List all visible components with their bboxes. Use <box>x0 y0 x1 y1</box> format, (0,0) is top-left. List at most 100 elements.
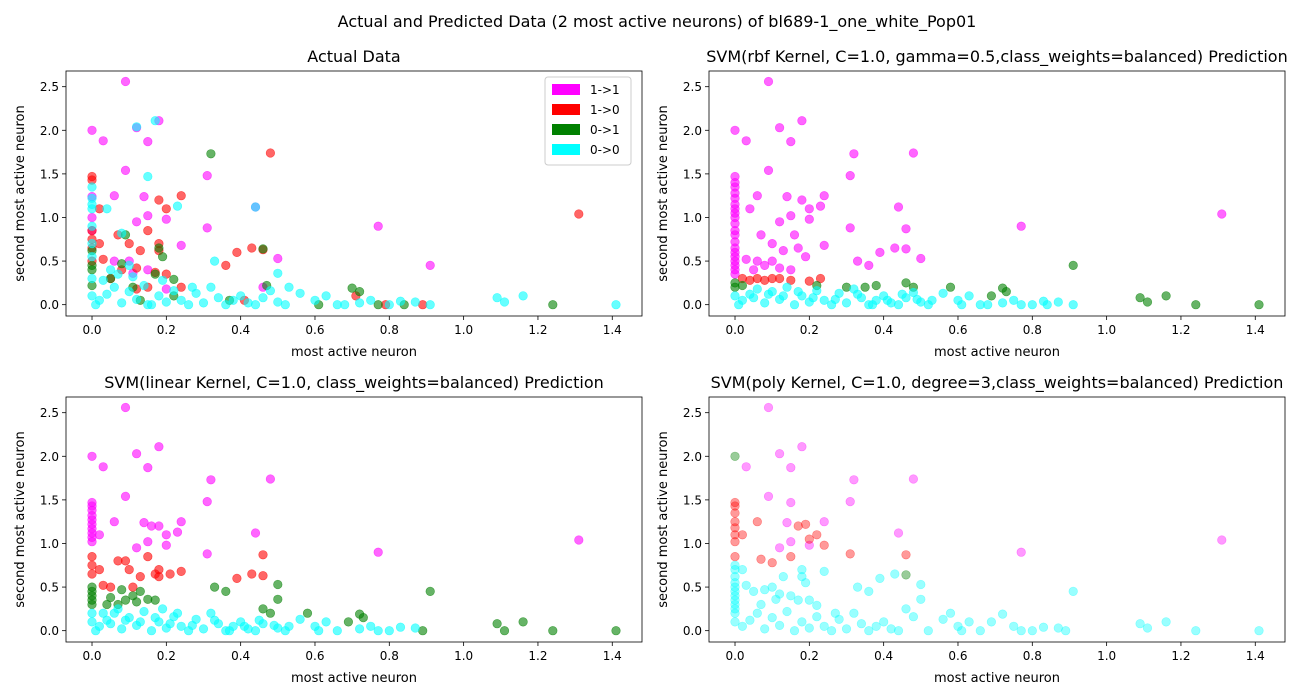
scatter-point <box>730 604 740 614</box>
scatter-point <box>611 626 621 636</box>
scatter-point <box>395 296 406 306</box>
y-tick-label: 0.5 <box>40 255 59 269</box>
scatter-point <box>105 265 116 275</box>
scatter-point <box>730 508 740 518</box>
scatter-point <box>882 295 893 305</box>
scatter-point <box>908 148 919 158</box>
scatter-point <box>826 626 837 636</box>
scatter-point <box>1217 209 1227 219</box>
scatter-point <box>295 288 305 298</box>
x-tick-label: 0.6 <box>948 323 967 337</box>
scatter-point <box>321 617 331 627</box>
scatter-point <box>161 530 171 540</box>
scatter-point <box>206 149 216 159</box>
x-tick-label: 1.2 <box>1171 649 1190 663</box>
scatter-point <box>786 137 796 147</box>
scatter-point <box>87 125 97 135</box>
scatter-point <box>912 294 922 305</box>
scatter-point <box>964 617 974 627</box>
scatter-point <box>232 247 242 257</box>
scatter-point <box>384 626 394 636</box>
legend-swatch <box>552 144 580 155</box>
plot-area <box>66 397 642 642</box>
scatter-point <box>908 612 919 622</box>
scatter-point <box>786 463 796 473</box>
scatter-point <box>105 592 116 603</box>
subplot-title: Actual Data <box>307 47 400 66</box>
scatter-point <box>1142 623 1153 633</box>
x-tick-label: 0.0 <box>82 323 101 337</box>
scatter-point <box>730 501 740 511</box>
scatter-point <box>87 265 97 275</box>
x-tick-label: 0.4 <box>231 649 250 663</box>
scatter-point <box>957 300 967 310</box>
scatter-point <box>879 617 889 627</box>
scatter-point <box>358 612 368 623</box>
scatter-point <box>187 282 197 292</box>
scatter-point <box>117 585 127 595</box>
x-axis-label: most active neuron <box>934 671 1060 686</box>
x-tick-label: 1.2 <box>1171 323 1190 337</box>
scatter-point <box>206 282 216 292</box>
scatter-point <box>321 291 331 301</box>
scatter-point <box>87 204 97 214</box>
scatter-point <box>778 571 788 582</box>
series-1->0 <box>87 550 268 592</box>
scatter-point <box>945 608 956 618</box>
scatter-point <box>373 626 383 636</box>
y-tick-label: 1.0 <box>40 211 59 225</box>
scatter-point <box>135 246 145 256</box>
scatter-point <box>295 614 305 624</box>
scatter-point <box>819 191 829 201</box>
scatter-point <box>548 300 558 310</box>
scatter-point <box>901 604 911 614</box>
scatter-point <box>94 564 104 575</box>
scatter-point <box>373 221 383 231</box>
scatter-point <box>782 282 792 292</box>
axes-frame <box>65 70 643 317</box>
scatter-point <box>87 608 97 618</box>
scatter-point <box>128 272 138 282</box>
scatter-point <box>213 293 223 303</box>
scatter-point <box>1042 300 1052 310</box>
scatter-point <box>172 527 183 537</box>
scatter-point <box>87 617 97 627</box>
scatter-point <box>198 298 209 308</box>
scatter-point <box>730 564 740 575</box>
scatter-point <box>120 76 131 87</box>
scatter-point <box>845 171 855 181</box>
scatter-point <box>986 291 997 301</box>
x-axis-label: most active neuron <box>934 345 1060 360</box>
scatter-point <box>258 293 268 303</box>
scatter-point <box>1161 291 1171 301</box>
scatter-point <box>310 295 320 305</box>
scatter-point <box>314 626 324 636</box>
y-tick-label: 1.5 <box>40 493 59 507</box>
scatter-point <box>176 282 186 292</box>
series-0->1 <box>87 579 621 636</box>
scatter-point <box>804 540 814 550</box>
x-tick-label: 1.2 <box>528 323 547 337</box>
scatter-point <box>845 497 855 507</box>
scatter-point <box>752 284 762 294</box>
scatter-point <box>774 217 785 227</box>
scatter-point <box>258 244 268 254</box>
scatter-point <box>154 243 164 253</box>
scatter-point <box>1217 535 1227 545</box>
scatter-point <box>964 291 974 301</box>
legend-box <box>544 76 632 166</box>
scatter-point <box>172 201 183 211</box>
x-tick-label: 0.2 <box>157 323 176 337</box>
scatter-point <box>730 586 740 597</box>
scatter-point <box>232 573 242 584</box>
scatter-point <box>176 566 186 577</box>
x-axis-label: most active neuron <box>291 345 417 360</box>
scatter-point <box>143 226 153 236</box>
scatter-point <box>893 202 904 212</box>
scatter-point <box>730 523 740 533</box>
scatter-point <box>146 521 157 531</box>
x-tick-label: 1.4 <box>1246 323 1265 337</box>
scatter-point <box>150 612 160 623</box>
scatter-point <box>154 291 164 301</box>
scatter-point <box>302 608 313 618</box>
